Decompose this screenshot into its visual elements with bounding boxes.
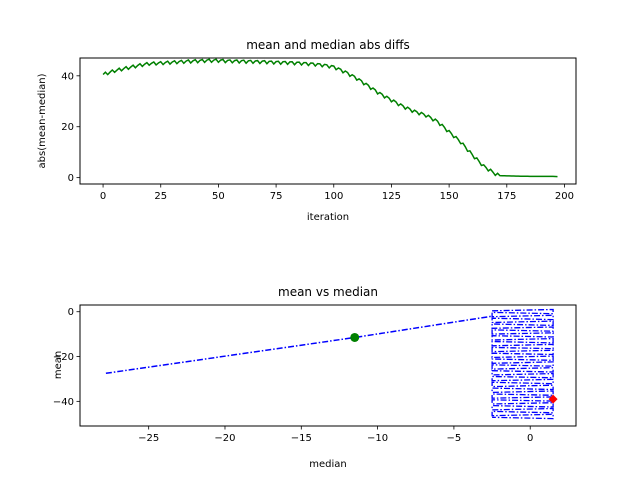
chart-bottom-x-tick-label-2: −15: [291, 433, 312, 444]
chart-top-x-tick-label-6: 150: [440, 191, 459, 202]
chart-bottom-y-tick-label-0: 0: [68, 307, 74, 318]
chart-bottom-y-ticks: 0 −20 −40: [53, 307, 80, 408]
chart-top-y-ticks: 0 20 40: [61, 71, 80, 184]
chart-top-y-tick-label-2: 40: [61, 71, 74, 82]
chart-bottom-trajectory-band: [491, 308, 554, 420]
chart-bottom-marker-start: [350, 332, 360, 342]
chart-top-x-tick-label-5: 125: [382, 191, 401, 202]
chart-top-frame: [79, 57, 577, 185]
chart-top-x-tick-label-0: 0: [100, 191, 106, 202]
chart-top-x-tick-label-4: 100: [324, 191, 343, 202]
chart-bottom-y-axis-label: mean: [53, 351, 64, 379]
chart-top-x-tick-label-2: 50: [212, 191, 225, 202]
chart-top-x-tick-label-7: 175: [497, 191, 516, 202]
chart-bottom-trajectory-diagonal: [105, 315, 493, 375]
chart-bottom-x-axis-label: median: [309, 459, 347, 470]
chart-bottom-frame: [79, 304, 577, 427]
chart-top-title: mean and median abs diffs: [246, 38, 410, 52]
chart-bottom-y-tick-label-2: −40: [53, 397, 74, 408]
chart-top-x-tick-label-1: 25: [154, 191, 167, 202]
chart-bottom-x-tick-label-4: −5: [447, 433, 462, 444]
chart-top-x-axis-label: iteration: [307, 212, 349, 223]
chart-top-x-tick-label-8: 200: [555, 191, 574, 202]
chart-top-y-axis-label: abs(mean-median): [37, 73, 48, 168]
chart-bottom-title: mean vs median: [278, 285, 378, 299]
chart-top-series-0: [102, 58, 558, 178]
chart-bottom-plot-area: [105, 308, 558, 420]
chart-bottom-marker-end: [548, 394, 558, 404]
chart-top-x-tick-label-3: 75: [270, 191, 283, 202]
chart-bottom-x-tick-label-0: −25: [138, 433, 159, 444]
chart-bottom: mean vs median −25 −20 −15 −10 −5 0 0 −20 −40 m…: [53, 285, 577, 470]
chart-bottom-x-tick-label-3: −10: [367, 433, 388, 444]
chart-top-y-tick-label-0: 0: [68, 173, 74, 184]
chart-bottom-x-tick-label-5: 0: [527, 433, 533, 444]
chart-top-x-ticks: 0 25 50 75 100 125 150 175 200: [100, 184, 574, 202]
chart-top-plot-area: [102, 58, 558, 178]
chart-bottom-y-tick-label-1: −20: [53, 352, 74, 363]
chart-bottom-x-ticks: −25 −20 −15 −10 −5 0: [138, 426, 533, 444]
chart-top: mean and median abs diffs 0 25 50 75 100 125 1…: [37, 38, 577, 223]
chart-top-y-tick-label-1: 20: [61, 122, 74, 133]
chart-bottom-x-tick-label-1: −20: [214, 433, 235, 444]
